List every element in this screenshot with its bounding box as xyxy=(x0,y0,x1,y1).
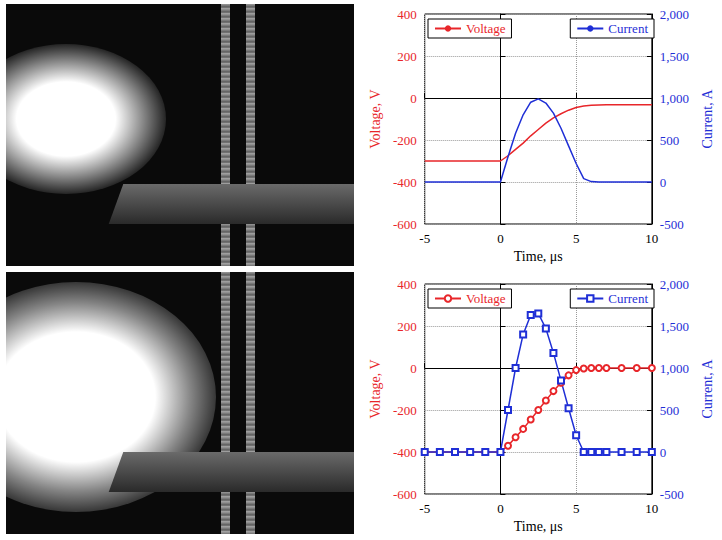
svg-text:1,000: 1,000 xyxy=(660,361,689,376)
svg-text:-200: -200 xyxy=(393,133,417,148)
svg-text:1,500: 1,500 xyxy=(660,319,689,334)
svg-text:-5: -5 xyxy=(419,231,430,246)
svg-text:500: 500 xyxy=(660,403,680,418)
svg-text:0: 0 xyxy=(410,91,417,106)
svg-text:0: 0 xyxy=(497,501,504,516)
svg-text:0: 0 xyxy=(410,361,417,376)
svg-text:-500: -500 xyxy=(660,217,684,232)
svg-text:-600: -600 xyxy=(393,487,417,502)
svg-text:400: 400 xyxy=(397,277,417,292)
svg-text:Voltage, V: Voltage, V xyxy=(368,89,383,148)
svg-text:Voltage: Voltage xyxy=(466,291,506,306)
svg-text:400: 400 xyxy=(397,7,417,22)
svg-text:5: 5 xyxy=(573,501,580,516)
svg-text:Time, μs: Time, μs xyxy=(514,519,563,534)
svg-text:-600: -600 xyxy=(393,217,417,232)
svg-text:0: 0 xyxy=(660,175,667,190)
svg-text:0: 0 xyxy=(660,445,667,460)
svg-text:Time, μs: Time, μs xyxy=(514,249,563,264)
svg-text:Current, A: Current, A xyxy=(700,89,715,149)
svg-text:1,500: 1,500 xyxy=(660,49,689,64)
svg-text:1,000: 1,000 xyxy=(660,91,689,106)
svg-text:Current: Current xyxy=(608,21,648,36)
svg-text:Voltage: Voltage xyxy=(466,21,506,36)
svg-text:Current, A: Current, A xyxy=(700,359,715,419)
svg-text:Voltage, V: Voltage, V xyxy=(368,359,383,418)
svg-text:-400: -400 xyxy=(393,175,417,190)
svg-text:0: 0 xyxy=(497,231,504,246)
svg-text:10: 10 xyxy=(645,501,658,516)
svg-text:10: 10 xyxy=(645,231,658,246)
svg-text:5: 5 xyxy=(573,231,580,246)
svg-text:200: 200 xyxy=(397,49,417,64)
svg-text:Current: Current xyxy=(608,291,648,306)
svg-text:2,000: 2,000 xyxy=(660,7,689,22)
svg-text:500: 500 xyxy=(660,133,680,148)
svg-text:200: 200 xyxy=(397,319,417,334)
svg-text:-5: -5 xyxy=(419,501,430,516)
svg-text:-400: -400 xyxy=(393,445,417,460)
svg-text:-200: -200 xyxy=(393,403,417,418)
svg-text:2,000: 2,000 xyxy=(660,277,689,292)
svg-text:-500: -500 xyxy=(660,487,684,502)
